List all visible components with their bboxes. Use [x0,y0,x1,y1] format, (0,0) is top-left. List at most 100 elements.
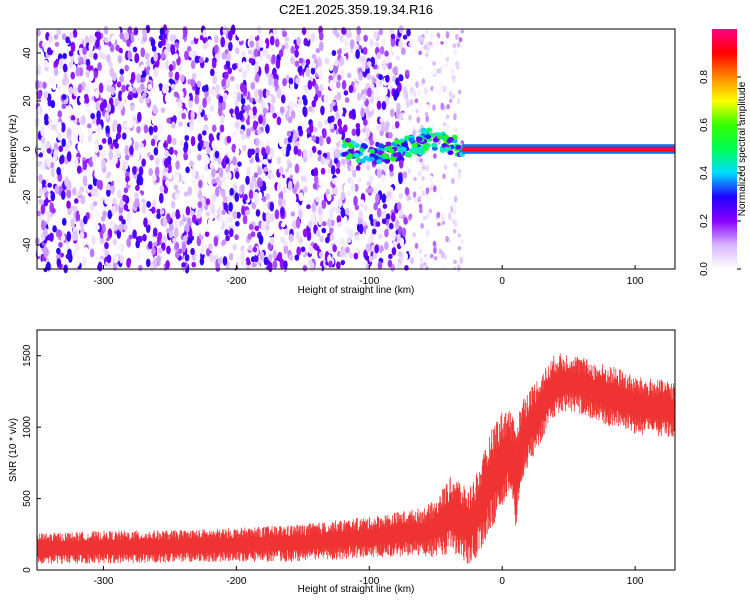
heatmap-cell [211,167,216,178]
heatmap-cell [82,46,87,56]
heatmap-cell [234,171,240,179]
heatmap-cell [264,63,270,74]
heatmap-cell [152,236,158,243]
heatmap-cell [409,69,413,74]
heatmap-cell [455,33,459,40]
heatmap-cell [204,154,210,165]
heatmap-cell [280,94,286,104]
heatmap-cell [424,256,428,263]
heatmap-cell [221,51,227,60]
heatmap-cell [303,37,309,47]
heatmap-cell [323,119,329,126]
heatmap-cell [441,219,446,226]
heatmap-cell [331,188,337,195]
heatmap-cell [46,148,52,154]
heatmap-cell [437,185,442,194]
heatmap-cell [305,67,311,78]
heatmap-cell [246,166,251,177]
heatmap-cell [320,167,326,175]
heatmap-cell [203,164,209,172]
heatmap-cell [408,90,413,95]
colorbar-tick-label: 0.2 [699,214,710,228]
heatmap-x-tick-label: 100 [627,276,644,287]
heatmap-cell [74,58,79,65]
heatmap-cell [104,242,109,250]
heatmap-cell [266,186,272,195]
heatmap-cell [173,227,179,238]
heatmap-cell [105,125,110,134]
heatmap-cell [324,57,330,65]
heatmap-cell [162,235,167,244]
heatmap-cell [173,184,179,191]
heatmap-cell [203,124,209,132]
snr-x-tick-label: -300 [93,576,113,587]
heatmap-cell [388,176,393,186]
heatmap-cell [315,48,321,54]
heatmap-cell [292,132,298,142]
heatmap-cell [356,92,362,101]
heatmap-cell [256,25,262,34]
heatmap-cell [453,85,458,91]
heatmap-cell [106,85,111,93]
heatmap-cell [182,62,188,70]
heatmap-cell [43,212,48,222]
heatmap-cell [227,171,232,181]
heatmap-cell [283,105,289,113]
heatmap-cell [367,60,372,68]
heatmap-cell [77,34,83,45]
heatmap-cell [106,171,112,177]
heatmap-cell [149,154,154,161]
heatmap-cell [140,64,145,71]
heatmap-cell [150,38,156,48]
heatmap-cell [398,40,403,50]
heatmap-cell [119,148,125,155]
heatmap-cell [171,137,177,146]
heatmap-cell [126,38,131,47]
heatmap-cell [349,165,355,171]
heatmap-cell [255,152,260,163]
heatmap-cell [432,240,437,247]
heatmap-cell [295,77,301,85]
heatmap-cell [164,83,169,94]
heatmap-cell [109,67,115,78]
heatmap-cell [325,236,330,244]
heatmap-cell [91,155,97,164]
heatmap-cell [329,37,335,44]
heatmap-cell [411,143,418,148]
heatmap-cell [240,97,246,105]
heatmap-cell [307,220,313,229]
heatmap-cell [418,50,422,56]
heatmap-cell [417,89,422,97]
heatmap-cell [195,255,200,262]
heatmap-cell [334,239,340,246]
heatmap-cell [252,120,258,131]
heatmap-cell [96,31,102,42]
heatmap-cell [340,191,346,201]
heatmap-cell [159,209,165,215]
heatmap-cell [282,252,288,260]
heatmap-cell [75,42,81,52]
heatmap-cell [348,229,354,239]
heatmap-cell [373,30,379,40]
heatmap-cell [157,231,163,241]
heatmap-cell [325,151,331,161]
heatmap-cell [394,139,401,145]
heatmap-cell [278,166,284,174]
heatmap-cell [432,104,436,111]
heatmap-cell [253,88,259,98]
heatmap-cell [383,137,388,144]
heatmap-cell [189,160,194,167]
heatmap-cell [425,160,430,166]
heatmap-cell [440,80,445,88]
heatmap-cell [164,158,169,168]
heatmap-cell [245,175,250,186]
heatmap-cell [203,244,208,250]
heatmap-cell [102,99,108,109]
heatmap-cell [78,128,84,138]
heatmap-cell [249,34,254,42]
heatmap-cell [288,233,294,242]
colorbar-ticks: 0.0 0.2 0.4 0.6 0.8 [699,70,741,276]
heatmap-cell [457,246,462,251]
heatmap-cell [209,252,214,263]
heatmap-cell [235,220,240,227]
